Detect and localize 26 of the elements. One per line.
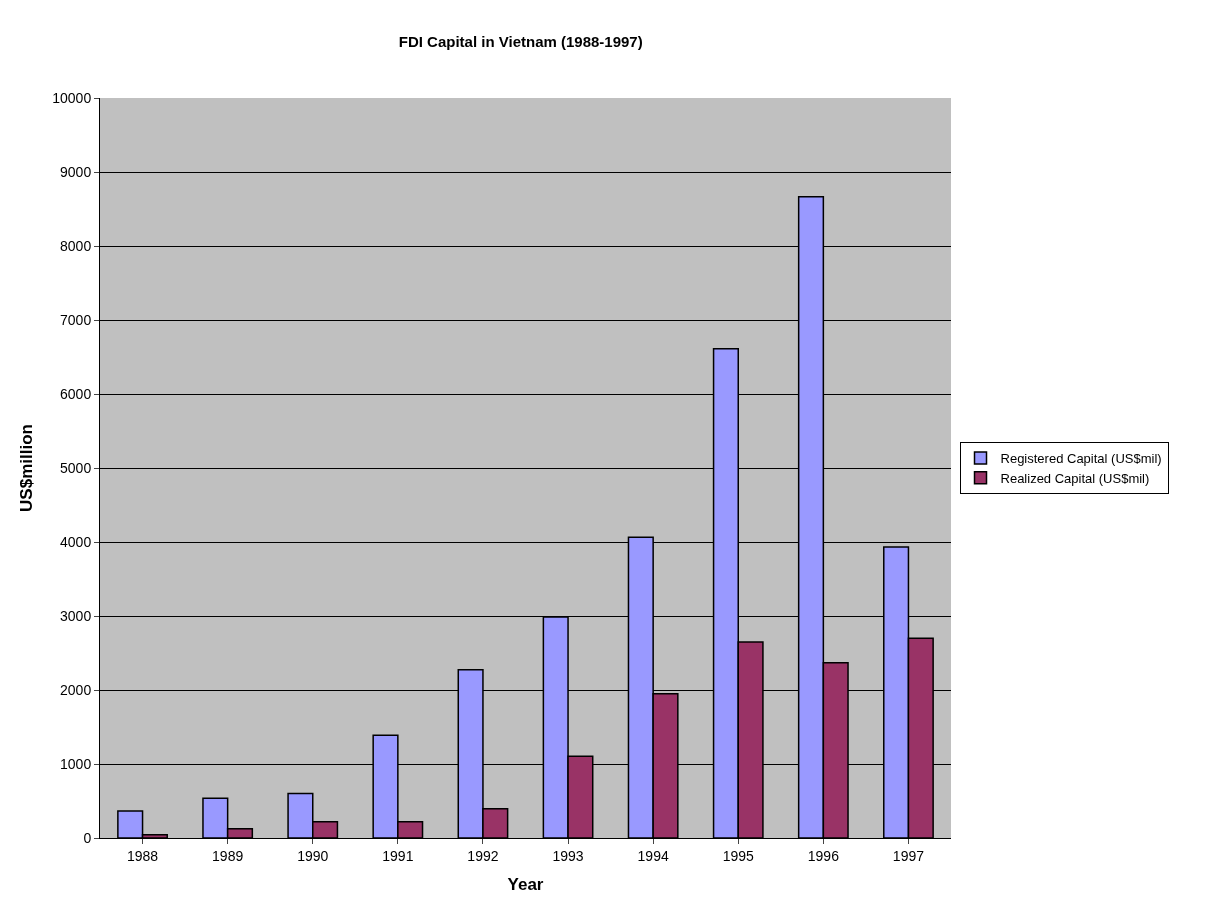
x-axis-title: Year <box>507 875 544 895</box>
chart-title: FDI Capital in Vietnam (1988-1997) <box>398 33 643 51</box>
legend-label: Registered Capital (US$mil) <box>1000 451 1162 467</box>
x-tick-label: 1996 <box>807 847 840 864</box>
x-tick-label: 1992 <box>467 847 499 864</box>
y-tick-label: 5000 <box>60 459 92 476</box>
y-tick-label: 6000 <box>60 385 92 402</box>
y-tick-label: 7000 <box>60 311 92 328</box>
y-tick-label: 0 <box>83 829 92 846</box>
x-tick-label: 1988 <box>126 847 159 864</box>
x-tick-label: 1993 <box>552 847 584 864</box>
y-tick-label: 9000 <box>60 163 92 180</box>
y-tick-label: 4000 <box>60 533 92 550</box>
x-tick-label: 1991 <box>382 847 414 864</box>
y-axis-title: US$million <box>16 424 36 512</box>
x-tick-label: 1995 <box>722 847 755 864</box>
x-tick-label: 1990 <box>297 847 329 864</box>
y-tick-label: 8000 <box>60 237 92 254</box>
y-tick-label: 3000 <box>60 607 92 624</box>
legend-label: Realized Capital (US$mil) <box>1000 470 1150 486</box>
x-tick-label: 1994 <box>637 847 669 864</box>
y-tick-label: 10000 <box>52 89 92 106</box>
y-tick-label: 1000 <box>60 755 92 772</box>
y-tick-label: 2000 <box>60 681 92 698</box>
x-tick-label: 1997 <box>892 847 925 864</box>
x-tick-label: 1989 <box>212 847 244 864</box>
